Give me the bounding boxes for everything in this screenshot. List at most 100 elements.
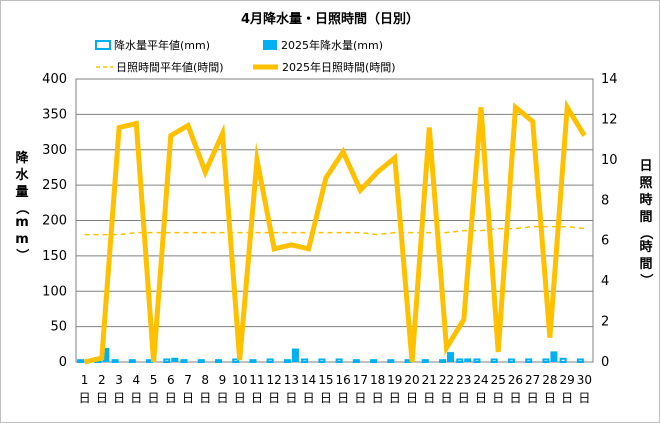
x-tick-label: 3: [115, 373, 123, 387]
bar-normal-precip: [301, 358, 309, 363]
x-tick-suffix: 日: [79, 391, 91, 405]
bar-normal-precip: [163, 358, 171, 363]
left-tick-label: 50: [50, 320, 67, 335]
x-tick-suffix: 日: [492, 391, 504, 405]
x-tick-suffix: 日: [320, 391, 332, 405]
bar-normal-precip: [387, 359, 395, 364]
left-axis-label-char: 降: [15, 150, 29, 166]
x-tick-label: 15: [318, 373, 333, 387]
bar-normal-precip: [525, 358, 533, 363]
left-tick-label: 300: [42, 143, 67, 158]
legend: 降水量平年値(mm) 2025年降水量(mm) 日照時間平年値(時間) 2025年日照…: [95, 38, 396, 74]
x-tick-suffix: 日: [165, 391, 177, 405]
right-axis-label: 日照時間（時間）: [638, 159, 654, 287]
line-2025-sunshine: [84, 99, 587, 365]
x-tick-label: 16: [335, 373, 350, 387]
legend-label-normal-sunshine: 日照時間平年値(時間): [116, 60, 224, 74]
x-tick-suffix: 日: [423, 391, 435, 405]
bar-2025-precip: [171, 357, 179, 362]
legend-label-normal-precip: 降水量平年値(mm): [114, 38, 210, 52]
right-axis-label-char: 間: [639, 257, 652, 272]
bar-normal-precip: [559, 357, 567, 364]
bar-2025-precip: [550, 351, 558, 362]
bar-normal-precip: [111, 359, 119, 364]
bar-normal-precip: [490, 358, 498, 363]
x-tick-suffix: 日: [96, 391, 108, 405]
x-tick-label: 23: [456, 373, 471, 387]
right-axis-label-char: 時: [639, 192, 652, 208]
x-tick-suffix: 日: [458, 391, 470, 405]
right-axis-ticks: 0 2 4 6 8 10 12 14: [601, 72, 618, 370]
x-axis-ticks: 1日2日3日4日5日6日7日8日9日10日11日12日13日14日15日16日1…: [79, 373, 592, 405]
line-normal-sunshine: [84, 225, 585, 236]
x-tick-suffix: 日: [354, 391, 366, 405]
bar-normal-precip: [266, 358, 274, 363]
x-tick-suffix: 日: [285, 391, 297, 405]
x-tick-suffix: 日: [182, 391, 194, 405]
right-axis-label-char: 照: [639, 176, 652, 191]
x-tick-label: 17: [353, 373, 368, 387]
gridlines: [76, 113, 593, 328]
x-tick-label: 14: [301, 373, 316, 387]
bar-normal-precip: [77, 359, 85, 364]
left-axis-label: 降水量（mm）: [14, 150, 30, 262]
x-tick-label: 28: [542, 373, 557, 387]
bar-2025-precip: [291, 348, 299, 362]
x-tick-label: 24: [473, 373, 488, 387]
right-tick-label: 12: [601, 112, 618, 127]
bar-normal-precip: [456, 358, 464, 363]
x-tick-suffix: 日: [268, 391, 280, 405]
x-tick-suffix: 日: [561, 391, 573, 405]
x-tick-label: 22: [439, 373, 454, 387]
x-tick-label: 1: [81, 373, 89, 387]
x-tick-suffix: 日: [475, 391, 487, 405]
x-tick-suffix: 日: [303, 391, 315, 405]
x-tick-label: 20: [404, 373, 419, 387]
x-tick-label: 7: [184, 373, 192, 387]
right-axis-label-char: 間: [639, 210, 652, 225]
left-axis-label-char: m: [15, 215, 29, 230]
x-tick-label: 26: [508, 373, 523, 387]
bar-normal-precip: [249, 359, 257, 364]
x-tick-suffix: 日: [113, 391, 125, 405]
right-axis-label-char: ）: [638, 273, 654, 286]
legend-swatch-2025-precip: [263, 40, 277, 50]
left-tick-label: 200: [42, 214, 67, 229]
bar-normal-precip: [335, 358, 343, 363]
left-tick-label: 350: [42, 107, 67, 122]
right-tick-label: 6: [601, 234, 609, 249]
right-tick-label: 10: [601, 153, 618, 168]
x-tick-label: 13: [284, 373, 299, 387]
bar-normal-precip: [283, 359, 291, 364]
x-tick-suffix: 日: [148, 391, 160, 405]
x-tick-label: 21: [422, 373, 437, 387]
bar-normal-precip: [507, 358, 515, 363]
left-tick-label: 150: [42, 249, 67, 264]
x-tick-suffix: 日: [234, 391, 246, 405]
x-tick-label: 11: [249, 373, 264, 387]
left-axis-label-char: ）: [14, 248, 30, 261]
bar-2025-precip: [102, 347, 110, 362]
bar-normal-precip: [439, 359, 447, 364]
x-tick-suffix: 日: [199, 391, 211, 405]
bar-normal-precip: [180, 359, 188, 364]
x-tick-label: 12: [267, 373, 282, 387]
x-tick-suffix: 日: [130, 391, 142, 405]
right-axis-label-char: 時: [639, 239, 652, 255]
right-axis-label-char: 日: [639, 159, 652, 174]
legend-label-2025-sunshine: 2025年日照時間(時間): [282, 60, 396, 74]
x-tick-suffix: 日: [527, 391, 539, 405]
left-tick-label: 0: [59, 355, 67, 370]
x-tick-label: 2: [98, 373, 106, 387]
x-tick-suffix: 日: [251, 391, 263, 405]
bar-2025-precip: [447, 352, 455, 362]
right-tick-label: 8: [601, 193, 609, 208]
x-tick-label: 4: [132, 373, 140, 387]
x-tick-label: 5: [150, 373, 158, 387]
bar-normal-precip: [197, 359, 205, 364]
x-tick-suffix: 日: [544, 391, 556, 405]
left-axis-label-char: m: [15, 232, 29, 247]
right-tick-label: 14: [601, 72, 618, 87]
x-tick-label: 18: [370, 373, 385, 387]
